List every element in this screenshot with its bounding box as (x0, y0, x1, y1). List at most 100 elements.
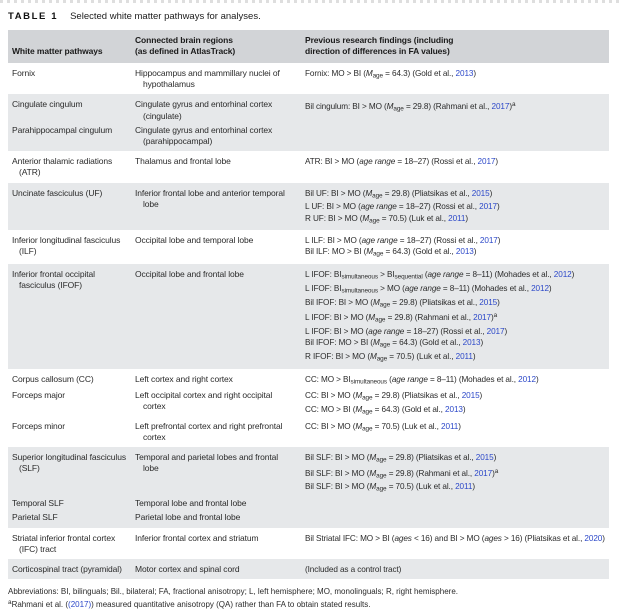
regions-cell: Temporal lobe and frontal lobe (135, 498, 247, 509)
finding-line: Bil SLF: BI > MO (Mage = 70.5) (Luk et a… (305, 482, 475, 493)
citation-link[interactable]: 2015 (461, 391, 480, 401)
table-row: Cingulate cingulum Cingulate gyrus and en… (8, 99, 609, 121)
citation-link[interactable]: 2011 (441, 421, 459, 431)
pathway-cell: Inferior frontal occipital fasciculus (I… (12, 269, 95, 291)
pathway-group: Uncinate fasciculus (UF) Inferior frontal… (8, 182, 609, 231)
regions-cell: Left cortex and right cortex (135, 373, 233, 384)
regions-cell: Parietal lobe and frontal lobe (135, 512, 241, 523)
findings-cell: ATR: BI > MO (age range = 18–27) (Rossi … (305, 156, 609, 167)
citation-link[interactable]: 2012 (518, 374, 536, 384)
pathway-cell: Uncinate fasciculus (UF) (12, 187, 103, 198)
regions-cell: Inferior frontal lobe and anterior tempo… (135, 187, 285, 209)
finding-line: L UF: BI > MO (age range = 18–27) (Rossi… (305, 202, 500, 212)
finding-line: L IFOF: BIsimultaneous > BIsequential (a… (305, 270, 575, 281)
citation-link[interactable]: 2017 (479, 236, 498, 246)
finding-line: CC: BI > MO (Mage = 29.8) (Pliatsikas et… (305, 391, 483, 402)
finding-line: CC: MO > BI (Mage = 64.3) (Gold et al., … (305, 404, 466, 416)
finding-line: CC: MO > BIsimultaneous (age range = 8–1… (305, 374, 539, 386)
findings-cell: Bil cingulum: BI > MO (Mage = 29.8) (Rah… (305, 99, 609, 115)
citation-link[interactable]: 2012 (553, 270, 572, 280)
table-number-label: TABLE 1 (8, 11, 59, 22)
finding-line: Bil SLF: BI > MO (Mage = 29.8) (Rahmani … (305, 467, 499, 480)
pathway-group: Superior longitudinal fasciculus (SLF) Te… (8, 447, 609, 528)
citation-link[interactable]: 2017 (473, 313, 491, 323)
finding-line: L IFOF: BI > MO (age range = 18–27) (Ros… (305, 326, 508, 336)
finding-line: R IFOF: BI > MO (Mage = 70.5) (Luk et al… (305, 351, 476, 363)
regions-cell: Inferior frontal cortex and striatum (135, 532, 259, 543)
citation-link[interactable]: 2013 (445, 404, 463, 414)
citation-link[interactable]: 2013 (455, 69, 474, 78)
table-caption-text: Selected white matter pathways for analy… (70, 11, 261, 22)
citation-link[interactable]: 2013 (455, 247, 474, 257)
table: White matter pathways Connected brain re… (8, 30, 609, 580)
pathway-cell: Fornix (12, 68, 36, 78)
citation-link[interactable]: 2017 (486, 326, 505, 336)
regions-cell: Cingulate gyrus and entorhinal cortex (c… (135, 99, 273, 121)
citation-link[interactable]: 2012 (531, 283, 549, 293)
citation-link[interactable]: 2011 (448, 213, 466, 223)
citation-link[interactable]: 2015 (471, 188, 490, 198)
finding-line: L IFOF: BI > MO (Mage = 29.8) (Rahmani e… (305, 312, 498, 324)
citation-link[interactable]: 2011 (455, 482, 473, 492)
pathway-cell: Inferior longitudinal fasciculus (ILF) (12, 235, 121, 257)
abbreviations-note: Abbreviations: BI, bilinguals; Bil., bil… (8, 587, 458, 597)
pathway-cell: Superior longitudinal fasciculus (SLF) (12, 452, 126, 474)
pathway-group: Corticospinal tract (pyramidal) Motor cor… (8, 559, 609, 580)
table-row: Inferior longitudinal fasciculus (ILF) Oc… (8, 235, 609, 260)
findings-cell: Bil Striatal IFC: MO > BI (ages < 16) an… (305, 533, 609, 544)
citation-link[interactable]: 2017 (477, 157, 496, 167)
pathway-group: Striatal inferior frontal cortex (IFC) t… (8, 528, 609, 559)
pathway-cell: Corticospinal tract (pyramidal) (12, 564, 122, 574)
citation-link[interactable]: 2017 (474, 468, 493, 478)
findings-cell: CC: BI > MO (Mage = 29.8) (Pliatsikas et… (305, 390, 609, 417)
regions-cell: Thalamus and frontal lobe (135, 156, 231, 167)
regions-cell: Left occipital cortex and right occipita… (135, 390, 273, 412)
finding-line: Bil ILF: MO > BI (Mage = 64.3) (Gold et … (305, 247, 477, 258)
finding-line: Bil UF: BI > MO (Mage = 29.8) (Pliatsika… (305, 188, 493, 200)
findings-cell: L IFOF: BIsimultaneous > BIsequential (a… (305, 269, 609, 364)
citation-link[interactable]: 2015 (475, 453, 494, 463)
table-footer: Abbreviations: BI, bilinguals; Bil., bil… (8, 586, 609, 610)
citation-link[interactable]: (2017) (68, 600, 92, 610)
regions-cell: Cingulate gyrus and entorhinal cortex (p… (135, 124, 273, 147)
table-row: Parietal SLF Parietal lobe and frontal lo… (8, 512, 609, 523)
table-row: Forceps major Left occipital cortex and r… (8, 390, 609, 417)
col-header-findings: Previous research findings (including di… (305, 35, 454, 56)
table-body: Fornix Hippocampus and mammillary nuclei … (8, 63, 609, 580)
finding-line: CC: BI > MO (Mage = 70.5) (Luk et al., 2… (305, 421, 461, 433)
table-row: Striatal inferior frontal cortex (IFC) t… (8, 533, 609, 555)
pathway-group: Anterior thalamic radiations (ATR) Thalam… (8, 151, 609, 182)
finding-line: R UF: BI > MO (Mage = 70.5) (Luk et al.,… (305, 213, 468, 225)
findings-cell: Fornix: MO > BI (Mage = 64.3) (Gold et a… (305, 68, 609, 82)
table-row: Uncinate fasciculus (UF) Inferior frontal… (8, 188, 609, 227)
findings-cell: L ILF: BI > MO (age range = 18–27) (Ross… (305, 235, 609, 260)
finding-line: Bil cingulum: BI > MO (Mage = 29.8) (Rah… (305, 101, 516, 113)
regions-cell: Motor cortex and spinal cord (135, 564, 240, 574)
pathway-cell: Forceps minor (12, 420, 66, 431)
pathway-cell: Corpus callosum (CC) (12, 373, 94, 384)
table-row: Inferior frontal occipital fasciculus (I… (8, 269, 609, 364)
table-row: Corticospinal tract (pyramidal) Motor cor… (8, 564, 609, 575)
regions-cell: Temporal and parietal lobes and frontal … (135, 452, 279, 474)
findings-cell: CC: BI > MO (Mage = 70.5) (Luk et al., 2… (305, 421, 609, 435)
citation-link[interactable]: 2020 (584, 533, 603, 543)
citation-link[interactable]: 2015 (479, 297, 498, 307)
finding-line: Bil IFOF: MO > BI (Mage = 64.3) (Gold et… (305, 338, 484, 349)
pathway-cell: Striatal inferior frontal cortex (IFC) t… (12, 532, 116, 554)
citation-link[interactable]: 2013 (462, 338, 481, 348)
regions-cell: Occipital lobe and frontal lobe (135, 269, 244, 280)
finding-line: L ILF: BI > MO (age range = 18–27) (Ross… (305, 236, 501, 246)
citation-link[interactable]: 2011 (455, 351, 473, 361)
citation-link[interactable]: 2017 (479, 202, 497, 212)
table-row: Parahippocampal cingulum Cingulate gyrus … (8, 125, 609, 147)
pathway-cell: Temporal SLF (12, 498, 64, 509)
pathway-group: Fornix Hippocampus and mammillary nuclei … (8, 63, 609, 94)
pathway-cell: Parietal SLF (12, 512, 58, 523)
finding-line: (Included as a control tract) (305, 565, 402, 574)
finding-line: Bil IFOF: BI > MO (Mage = 29.8) (Pliatsi… (305, 297, 500, 309)
finding-line: ATR: BI > MO (age range = 18–27) (Rossi … (305, 157, 499, 167)
col-header-pathways: White matter pathways (12, 46, 103, 56)
findings-cell: CC: MO > BIsimultaneous (age range = 8–1… (305, 374, 609, 388)
citation-link[interactable]: 2017 (491, 102, 510, 112)
